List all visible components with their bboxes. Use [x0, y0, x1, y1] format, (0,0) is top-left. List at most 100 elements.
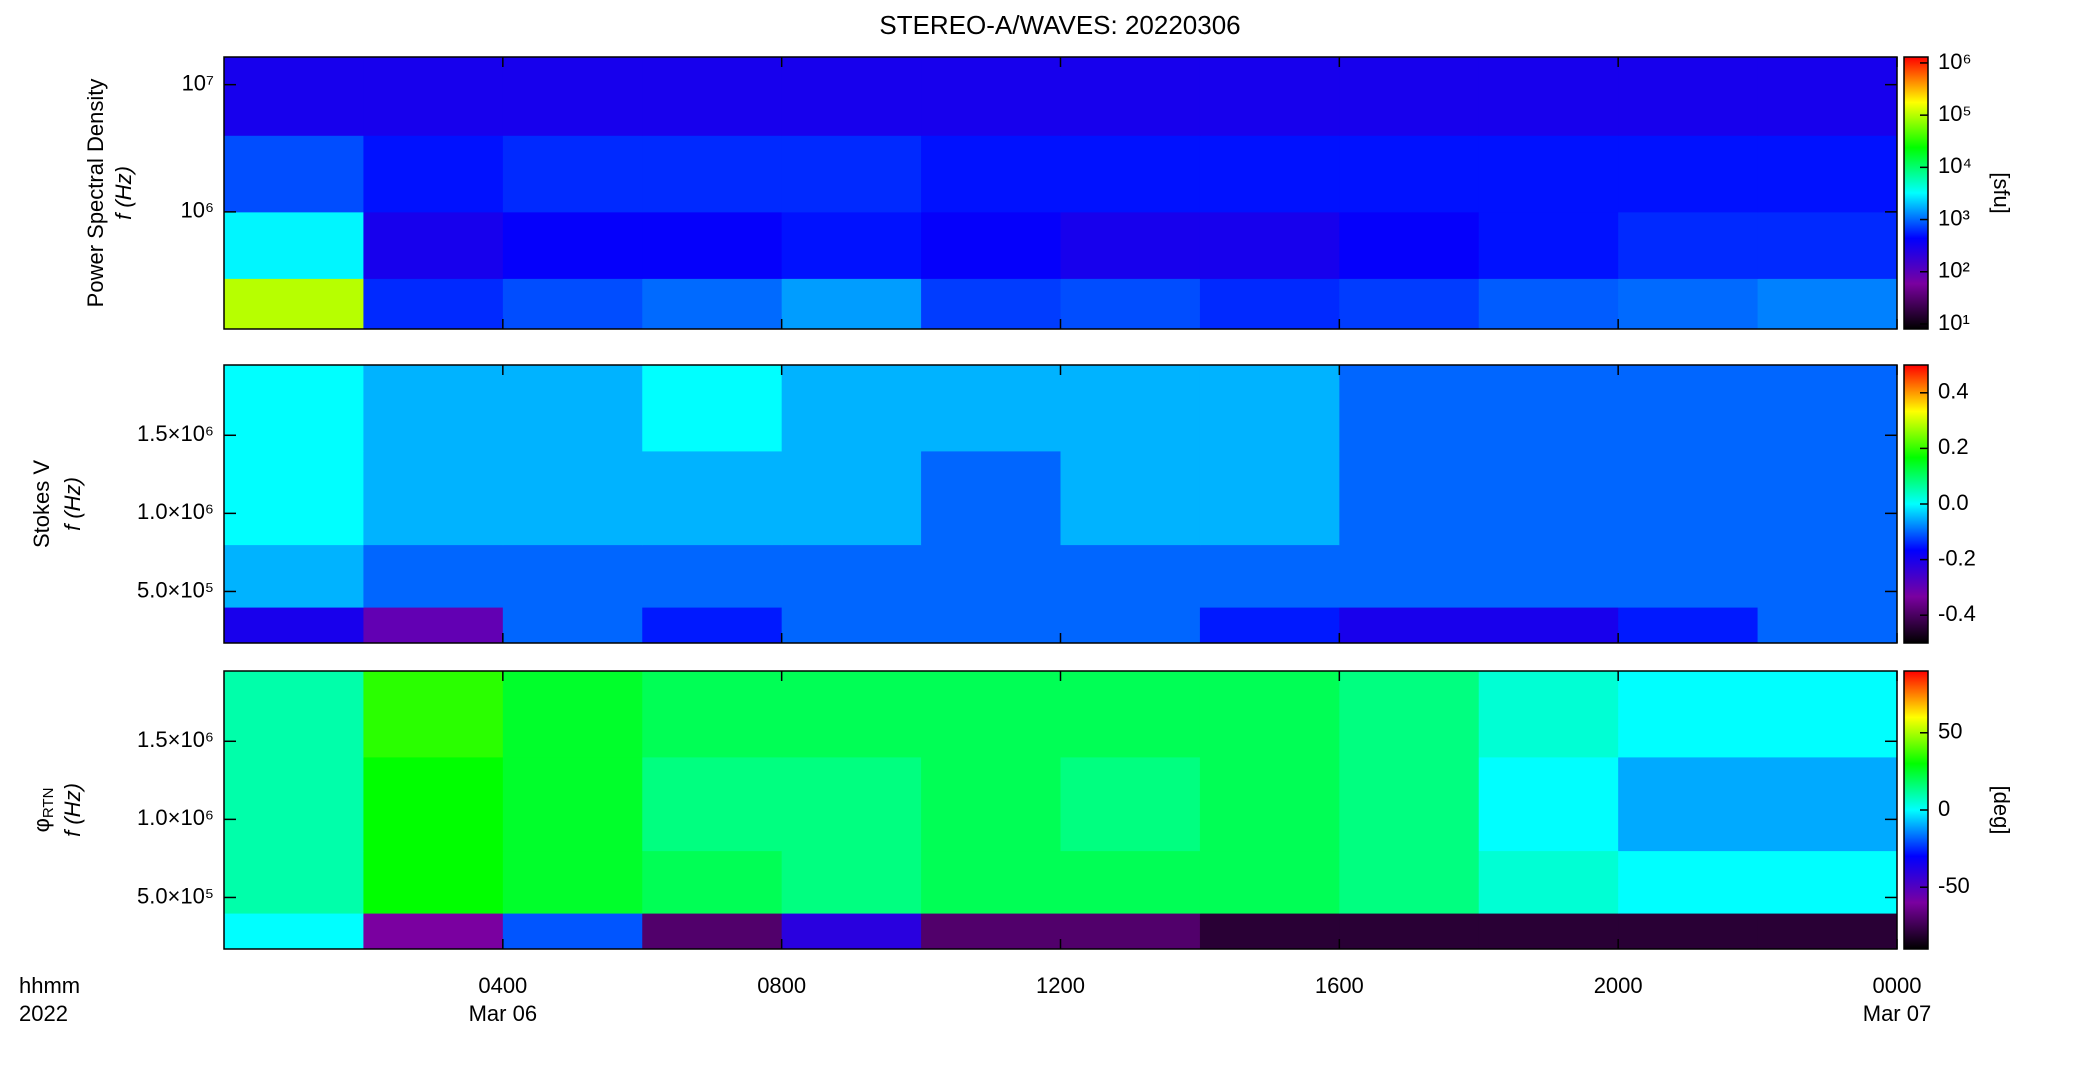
heatmap-cell — [1339, 57, 1480, 136]
heatmap-cell — [642, 544, 783, 608]
heatmap-cell — [1757, 607, 1898, 644]
heatmap-cell — [1618, 544, 1759, 608]
heatmap-cell — [1060, 278, 1201, 330]
heatmap-cell — [781, 607, 922, 644]
heatmap-cell — [1757, 913, 1898, 950]
colorbar-tick-label: -0.4 — [1938, 601, 1976, 626]
y-tick-label: 5.0×10⁵ — [137, 577, 214, 602]
heatmap-cell — [224, 544, 364, 608]
heatmap-cell — [363, 57, 504, 136]
heatmap-cell — [502, 671, 643, 758]
heatmap-cell — [1757, 756, 1898, 852]
heatmap-cell — [363, 135, 504, 213]
heatmap-cell — [224, 850, 364, 914]
y-axis-label: Stokes V — [29, 460, 54, 548]
x-tick-label: 0800 — [757, 973, 806, 998]
y-axis-label: φRTN — [29, 788, 57, 833]
heatmap-cell — [1478, 278, 1619, 330]
y-axis-unit-label: f (Hz) — [60, 477, 85, 531]
heatmap-cell — [1757, 450, 1898, 546]
colorbar-tick-label: 10⁵ — [1938, 101, 1972, 126]
y-tick-label: 1.0×10⁶ — [137, 499, 214, 524]
heatmap-cell — [224, 211, 364, 279]
y-axis-unit-label: f (Hz) — [60, 783, 85, 837]
colorbar-tick-label: 0.4 — [1938, 379, 1969, 404]
colorbar-tick-label: -50 — [1938, 873, 1970, 898]
heatmap-cell — [1339, 544, 1480, 608]
heatmap-cell — [921, 278, 1061, 330]
heatmap-cell — [642, 756, 783, 852]
y-tick-label: 5.0×10⁵ — [137, 883, 214, 908]
colorbar-label: [deg] — [1989, 786, 2014, 835]
heatmap-cell — [224, 135, 364, 213]
heatmap-cell — [781, 278, 922, 330]
heatmap-cell — [1199, 211, 1340, 279]
heatmap-cell — [1339, 278, 1480, 330]
heatmap-cell — [1199, 607, 1340, 644]
heatmap-cell — [224, 365, 364, 452]
y-axis-label: Power Spectral Density — [83, 79, 108, 308]
heatmap-cell — [642, 211, 783, 279]
heatmap-cell — [642, 913, 783, 950]
heatmap-cell — [1757, 278, 1898, 330]
heatmap-cell — [1757, 211, 1898, 279]
x-corner-label: hhmm — [19, 973, 80, 998]
heatmap-cell — [781, 850, 922, 914]
heatmap-cell — [1339, 671, 1480, 758]
heatmap-cell — [1060, 211, 1201, 279]
heatmap-cell — [1199, 850, 1340, 914]
x-tick-label: 1200 — [1036, 973, 1085, 998]
heatmap-cell — [781, 913, 922, 950]
heatmap-cell — [781, 544, 922, 608]
heatmap-cell — [502, 365, 643, 452]
heatmap-cell — [781, 365, 922, 452]
heatmap-cell — [1618, 135, 1759, 213]
x-tick-label: 1600 — [1315, 973, 1364, 998]
heatmap-cell — [502, 211, 643, 279]
heatmap-cell — [1060, 913, 1201, 950]
heatmap-cell — [921, 365, 1061, 452]
heatmap-cell — [921, 756, 1061, 852]
heatmap-cell — [1199, 756, 1340, 852]
colorbar-tick-label: 10³ — [1938, 205, 1970, 230]
heatmap-cell — [1199, 450, 1340, 546]
heatmap-cell — [502, 278, 643, 330]
heatmap-cell — [642, 278, 783, 330]
colorbar-tick-label: 0.0 — [1938, 490, 1969, 515]
heatmap-cell — [1618, 278, 1759, 330]
heatmap-cell — [1478, 135, 1619, 213]
heatmap-cell — [363, 365, 504, 452]
heatmap-cell — [363, 756, 504, 852]
y-tick-label: 1.0×10⁶ — [137, 805, 214, 830]
heatmap-cell — [502, 450, 643, 546]
heatmap-cell — [1618, 671, 1759, 758]
y-axis-label-main: φ — [29, 818, 54, 832]
heatmap-cell — [1060, 850, 1201, 914]
heatmap-cell — [502, 756, 643, 852]
heatmap-cell — [642, 57, 783, 136]
heatmap-cell — [1339, 913, 1480, 950]
heatmap-cell — [642, 135, 783, 213]
heatmap-cell — [1757, 671, 1898, 758]
heatmap-cell — [1060, 450, 1201, 546]
heatmap-cell — [1478, 913, 1619, 950]
heatmap-cell — [642, 450, 783, 546]
colorbar-tick-label: 10⁴ — [1938, 153, 1972, 178]
heatmap-cell — [1199, 57, 1340, 136]
heatmap-cell — [1618, 365, 1759, 452]
heatmap-cell — [642, 671, 783, 758]
heatmap-cell — [781, 756, 922, 852]
heatmap-cell — [1339, 607, 1480, 644]
heatmap-cell — [1199, 365, 1340, 452]
heatmap-cell — [1618, 850, 1759, 914]
heatmap-cell — [1339, 756, 1480, 852]
heatmap-cell — [363, 607, 504, 644]
heatmap-cell — [1339, 850, 1480, 914]
heatmap-cell — [642, 607, 783, 644]
y-axis-label-main: Power Spectral Density — [83, 79, 108, 308]
heatmap-cell — [1478, 365, 1619, 452]
heatmap-cell — [1757, 850, 1898, 914]
heatmap-cell — [921, 544, 1061, 608]
heatmap-cell — [1339, 365, 1480, 452]
